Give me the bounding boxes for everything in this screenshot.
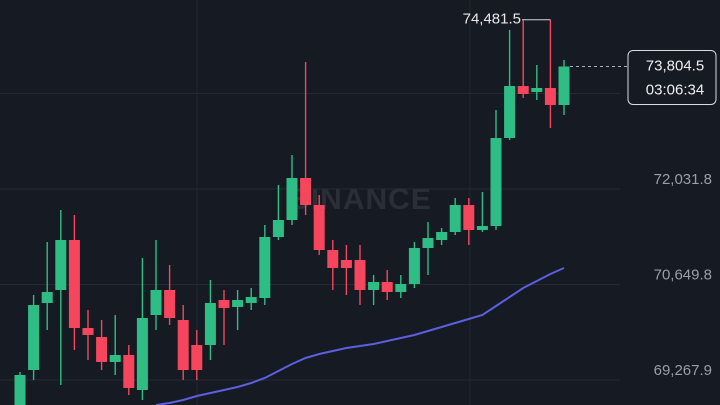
candle-body bbox=[109, 355, 121, 362]
candle-body bbox=[55, 239, 67, 290]
candle-body bbox=[422, 238, 434, 249]
candle-body bbox=[408, 248, 420, 284]
last-price-label: 73,804.5 bbox=[646, 57, 704, 74]
overlay: 74,481.5 73,804.5 03:06:34 bbox=[463, 11, 717, 105]
moving-average-line bbox=[155, 267, 565, 405]
candle-body bbox=[327, 249, 339, 269]
candle-body bbox=[313, 205, 325, 250]
candle-body bbox=[354, 259, 366, 290]
candle-body bbox=[177, 319, 189, 370]
candle-body bbox=[558, 66, 570, 106]
candle-body bbox=[41, 291, 53, 303]
candle-body bbox=[150, 289, 162, 316]
watermark: BINANCE bbox=[288, 183, 432, 216]
y-tick-label: 69,267.9 bbox=[654, 362, 712, 379]
candle-body bbox=[463, 205, 475, 230]
candle-body bbox=[476, 225, 488, 230]
candle-body bbox=[68, 239, 80, 328]
candle-body bbox=[340, 259, 352, 269]
candle-body bbox=[381, 281, 393, 292]
candle-body bbox=[232, 299, 244, 307]
candle-body bbox=[286, 178, 298, 220]
candle-body bbox=[544, 88, 556, 106]
candle-body bbox=[191, 345, 203, 370]
candle-body bbox=[395, 283, 407, 292]
candle-body bbox=[368, 281, 380, 290]
candle-body bbox=[218, 299, 230, 309]
candle-body bbox=[204, 302, 216, 346]
candle-body bbox=[436, 231, 448, 240]
countdown-label: 03:06:34 bbox=[646, 81, 704, 98]
candle-body bbox=[14, 375, 26, 405]
grid: 73,413.772,031.870,649.869,267.9 bbox=[0, 75, 712, 381]
candle-body bbox=[517, 85, 529, 95]
candle-body bbox=[449, 205, 461, 232]
candle-body bbox=[272, 219, 284, 237]
y-tick-label: 72,031.8 bbox=[654, 171, 712, 188]
candle-body bbox=[164, 289, 176, 319]
candle-body bbox=[136, 318, 148, 390]
candles bbox=[14, 19, 570, 405]
candle-body bbox=[531, 88, 543, 92]
candle-body bbox=[300, 178, 312, 206]
candle-body bbox=[504, 85, 516, 139]
candle-body bbox=[490, 138, 502, 226]
candle-body bbox=[96, 336, 108, 362]
last-price-box bbox=[627, 49, 717, 105]
high-label: 74,481.5 bbox=[463, 11, 521, 28]
candle-body bbox=[28, 305, 40, 370]
candle-body bbox=[82, 327, 94, 336]
y-tick-label: 70,649.8 bbox=[654, 266, 712, 283]
candle-body bbox=[259, 236, 271, 299]
candle-body bbox=[123, 355, 135, 388]
candle-body bbox=[245, 296, 257, 303]
